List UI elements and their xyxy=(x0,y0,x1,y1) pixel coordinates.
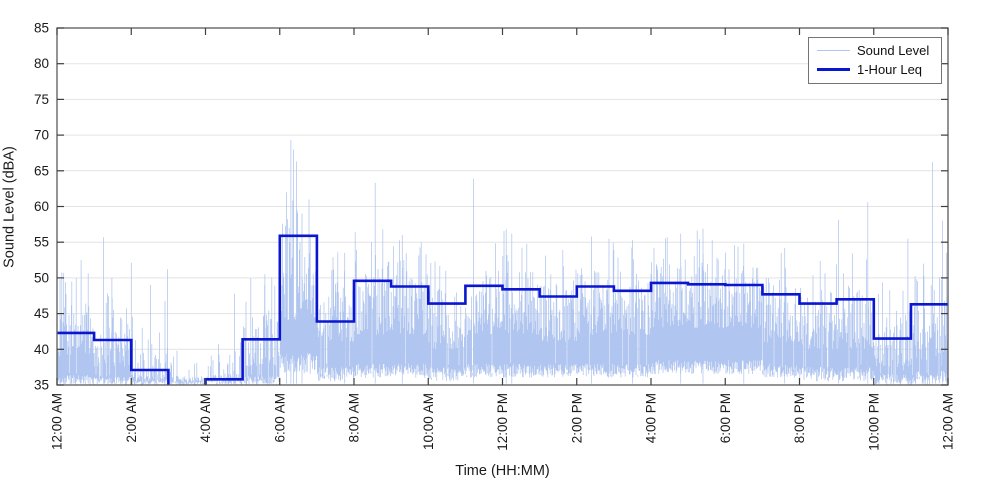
svg-text:85: 85 xyxy=(34,21,49,36)
svg-text:4:00 AM: 4:00 AM xyxy=(198,393,213,443)
y-tick-labels: 35 40 45 50 55 60 65 70 75 80 85 xyxy=(34,21,49,393)
svg-text:55: 55 xyxy=(34,235,49,250)
svg-text:12:00 PM: 12:00 PM xyxy=(495,393,510,451)
svg-text:75: 75 xyxy=(34,92,49,107)
leq-line-swatch-icon xyxy=(817,68,850,71)
legend-label-1-hour-leq: 1-Hour Leq xyxy=(857,62,923,77)
y-axis-label: Sound Level (dBA) xyxy=(1,146,18,268)
legend-item-sound-level[interactable]: Sound Level xyxy=(809,43,941,58)
svg-text:8:00 PM: 8:00 PM xyxy=(792,393,807,443)
legend[interactable]: Sound Level 1-Hour Leq xyxy=(808,37,942,84)
svg-text:12:00 AM: 12:00 AM xyxy=(941,393,956,450)
svg-text:10:00 AM: 10:00 AM xyxy=(421,393,436,450)
x-tick-labels: 12:00 AM 2:00 AM 4:00 AM 6:00 AM 8:00 AM 10:0… xyxy=(50,393,956,451)
svg-text:2:00 AM: 2:00 AM xyxy=(124,393,139,443)
svg-text:2:00 PM: 2:00 PM xyxy=(569,393,584,443)
svg-text:10:00 PM: 10:00 PM xyxy=(866,393,881,451)
sound-level-line-swatch-icon xyxy=(817,50,850,51)
svg-text:8:00 AM: 8:00 AM xyxy=(347,393,362,443)
axis-ticks xyxy=(56,27,949,386)
svg-text:50: 50 xyxy=(34,270,49,285)
svg-text:60: 60 xyxy=(34,199,49,214)
svg-text:70: 70 xyxy=(34,128,49,143)
svg-text:6:00 AM: 6:00 AM xyxy=(272,393,287,443)
svg-text:40: 40 xyxy=(34,342,49,357)
legend-item-1-hour-leq[interactable]: 1-Hour Leq xyxy=(809,62,941,77)
sound-level-trace xyxy=(57,140,948,385)
svg-text:6:00 PM: 6:00 PM xyxy=(718,393,733,443)
svg-text:12:00 AM: 12:00 AM xyxy=(50,393,65,450)
x-axis-label: Time (HH:MM) xyxy=(455,463,550,479)
svg-text:45: 45 xyxy=(34,306,49,321)
legend-label-sound-level: Sound Level xyxy=(857,43,930,58)
svg-text:65: 65 xyxy=(34,163,49,178)
svg-text:35: 35 xyxy=(34,378,49,393)
svg-text:80: 80 xyxy=(34,56,49,71)
svg-text:4:00 PM: 4:00 PM xyxy=(644,393,659,443)
gridlines xyxy=(57,63,948,350)
